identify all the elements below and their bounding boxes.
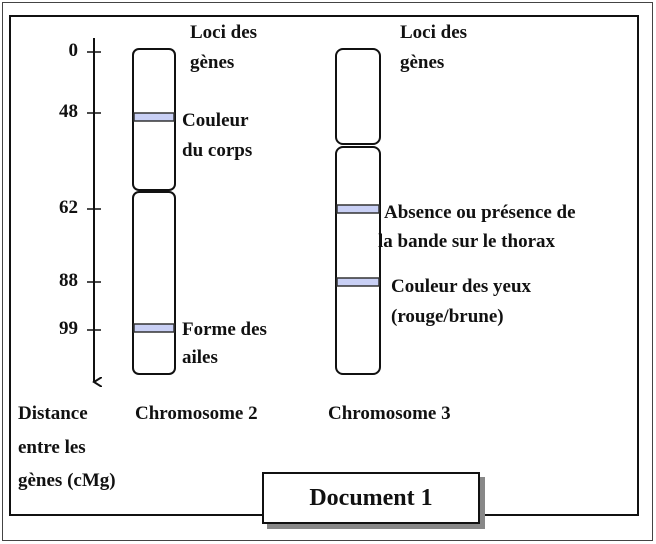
band-body-color (133, 112, 175, 122)
gene-thorax-stripe-line1: Absence ou présence de (384, 202, 576, 223)
gene-body-color-line1: Couleur (182, 110, 249, 131)
gene-wing-shape-line2: ailes (182, 347, 218, 368)
gene-eye-color-line1: Couleur des yeux (391, 276, 532, 297)
tick-label-88: 88 (59, 270, 78, 291)
band-eye-color (336, 277, 380, 287)
chromosome-2-title: Chromosome 2 (135, 403, 258, 424)
gene-eye-color-line2: (rouge/brune) (391, 306, 504, 327)
gene-body-color-line2: du corps (182, 140, 253, 161)
chr2-loci-header-line2: gènes (190, 52, 235, 73)
chr3-loci-header-line1: Loci des (400, 22, 468, 43)
chromosome-3-upper-arm (335, 48, 381, 145)
band-wing-shape (133, 323, 175, 333)
chr2-loci-header-line1: Loci des (190, 22, 258, 43)
band-thorax-stripe (336, 204, 380, 214)
axis-label-line2: entre les (18, 437, 86, 458)
document-label-box: Document 1 (262, 472, 480, 524)
tick-label-62: 62 (59, 197, 78, 218)
tick-label-0: 0 (68, 40, 79, 61)
chromosome-2-lower-arm (132, 191, 176, 375)
chromosome-3-lower-arm (335, 146, 381, 375)
chromosome-3-title: Chromosome 3 (328, 403, 451, 424)
chromosome-2 (132, 48, 176, 375)
chromosome-3 (335, 48, 381, 375)
tick-label-48: 48 (59, 101, 78, 122)
axis-label-line3: gènes (cMg) (18, 470, 116, 491)
chr3-loci-header-line2: gènes (400, 52, 445, 73)
document-label: Document 1 (309, 484, 433, 511)
gene-thorax-stripe-line2: la bande sur le thorax (378, 231, 556, 252)
tick-label-99: 99 (59, 318, 78, 339)
axis-label-line1: Distance (18, 403, 88, 424)
gene-wing-shape-line1: Forme des (182, 319, 267, 340)
